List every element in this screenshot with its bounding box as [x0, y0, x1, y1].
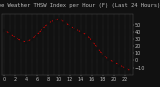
Text: Milwaukee Weather THSW Index per Hour (F) (Last 24 Hours): Milwaukee Weather THSW Index per Hour (F…	[0, 3, 160, 8]
